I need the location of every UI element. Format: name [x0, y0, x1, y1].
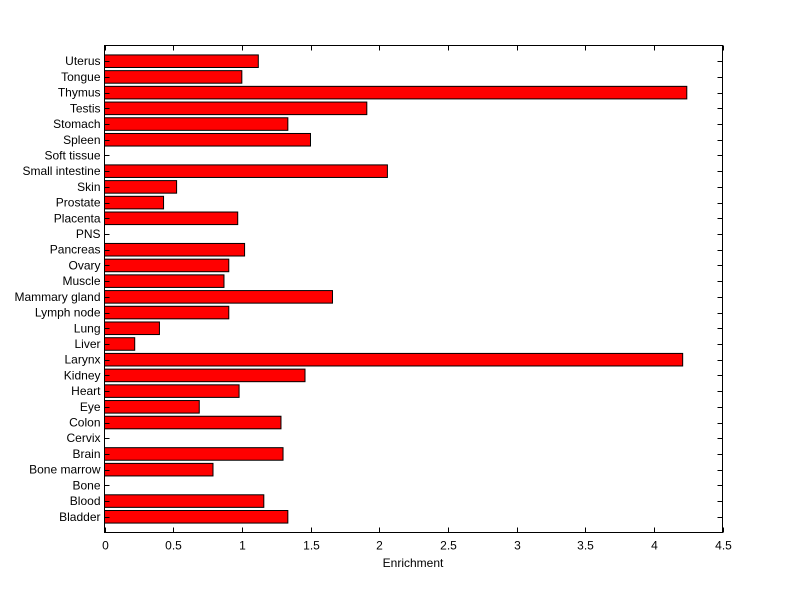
- y-tick-label: Mammary gland: [14, 290, 100, 304]
- bar-muscle: [104, 274, 225, 288]
- x-tick-label: 0.5: [165, 539, 182, 553]
- y-tick-label: Lymph node: [35, 306, 101, 320]
- bar-lymph-node: [104, 305, 230, 320]
- bar-larynx: [104, 352, 684, 367]
- y-tick-label: Skin: [77, 180, 100, 194]
- y-tick-label: Bone: [72, 478, 100, 492]
- y-tick-label: Thymus: [58, 86, 101, 100]
- bar-testis: [104, 101, 368, 116]
- y-tick-label: Muscle: [62, 274, 100, 288]
- bar-blood: [104, 494, 265, 508]
- x-tick-label: 1: [239, 539, 246, 553]
- y-tick-label: Eye: [80, 400, 101, 414]
- y-tick-label: Spleen: [63, 133, 100, 147]
- x-tick-label: 4: [651, 539, 658, 553]
- y-tick-label: PNS: [76, 227, 101, 241]
- x-tick-label: 2: [376, 539, 383, 553]
- bar-heart: [104, 384, 240, 398]
- x-tick-label: 3: [514, 539, 521, 553]
- bar-ovary: [104, 258, 230, 273]
- y-tick-label: Bone marrow: [29, 463, 101, 477]
- y-tick-label: Kidney: [64, 368, 101, 382]
- bar-skin: [104, 180, 178, 194]
- x-tick-label: 1.5: [303, 539, 320, 553]
- y-tick-label: Testis: [70, 101, 101, 115]
- bar-thymus: [104, 85, 688, 100]
- bar-colon: [104, 415, 282, 430]
- x-tick-label: 4.5: [715, 539, 732, 553]
- y-tick-label: Uterus: [65, 54, 100, 68]
- y-tick-label: Larynx: [64, 353, 100, 367]
- bar-lung: [104, 321, 160, 336]
- x-tick-label: 0: [102, 539, 109, 553]
- bar-bladder: [104, 510, 289, 524]
- bar-stomach: [104, 117, 289, 131]
- y-tick-label: Soft tissue: [44, 148, 100, 162]
- x-axis-label: Enrichment: [383, 556, 444, 570]
- y-tick-label: Prostate: [56, 196, 101, 210]
- bar-mammary-gland: [104, 290, 333, 304]
- bar-pancreas: [104, 242, 246, 257]
- y-tick-label: Brain: [72, 447, 100, 461]
- y-tick-label: Heart: [71, 384, 101, 398]
- y-tick-label: Blood: [70, 494, 101, 508]
- bar-spleen: [104, 132, 311, 147]
- y-tick-label: Bladder: [59, 510, 100, 524]
- bar-prostate: [104, 195, 165, 210]
- y-tick-label: Colon: [69, 416, 100, 430]
- y-tick-label: Lung: [74, 321, 101, 335]
- y-tick-label: Pancreas: [50, 243, 101, 257]
- bar-placenta: [104, 211, 239, 226]
- y-tick-label: Cervix: [66, 431, 100, 445]
- bar-tongue: [104, 70, 243, 84]
- y-tick-label: Placenta: [54, 211, 101, 225]
- x-tick-label: 3.5: [577, 539, 594, 553]
- y-tick-label: Stomach: [53, 117, 100, 131]
- bar-bone-marrow: [104, 462, 214, 477]
- bar-small-intestine: [104, 164, 388, 178]
- y-tick-label: Tongue: [61, 70, 101, 84]
- bar-kidney: [104, 368, 306, 383]
- bar-brain: [104, 447, 284, 461]
- y-tick-label: Ovary: [68, 258, 100, 272]
- bar-liver: [104, 337, 136, 351]
- y-tick-label: Liver: [74, 337, 100, 351]
- x-tick-label: 2.5: [440, 539, 457, 553]
- bar-uterus: [104, 54, 259, 68]
- y-tick-label: Small intestine: [22, 164, 100, 178]
- bar-eye: [104, 400, 200, 414]
